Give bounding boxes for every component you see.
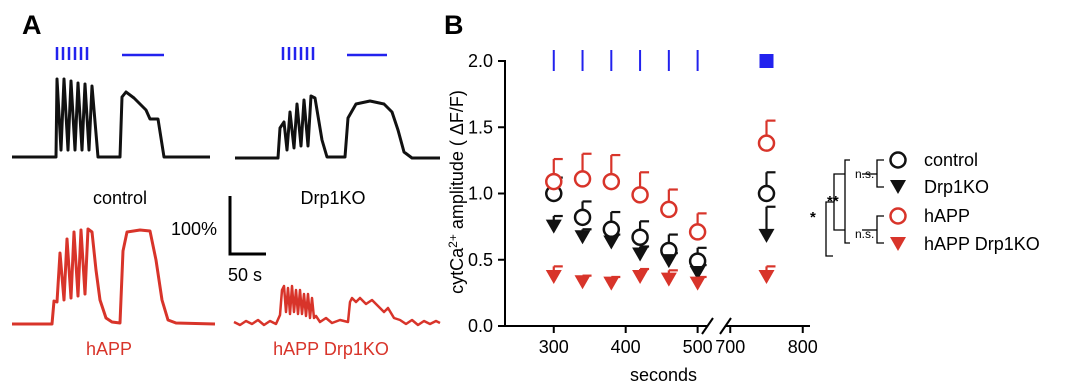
data-point	[545, 219, 562, 234]
legend-label-happ: hAPP	[924, 206, 970, 226]
x-tick-label: 700	[715, 337, 745, 357]
legend-marker-happ	[889, 207, 907, 225]
x-axis-break-mark	[701, 317, 714, 335]
sig-label-control-vs-drp1ko: n.s.	[855, 167, 874, 181]
y-tick-label: 0.0	[468, 316, 493, 336]
data-point	[757, 184, 776, 203]
panel-b-letter: B	[444, 10, 464, 40]
scale-bar-vertical-label: 100%	[171, 219, 217, 239]
data-point	[689, 276, 706, 291]
data-point	[632, 269, 649, 284]
axes: 0.0 0.5 1.0 1.5 2.0 300 400 500 700 800	[468, 51, 818, 357]
x-axis-title: seconds	[630, 365, 697, 383]
sig-label-single-star: *	[810, 209, 816, 226]
trace-label-happ: hAPP	[86, 339, 132, 359]
data-point	[545, 269, 562, 284]
stimulus-markers-right	[281, 47, 387, 60]
data-point	[689, 266, 706, 280]
data-point	[545, 172, 563, 191]
stim-block-mark	[759, 54, 774, 68]
y-tick-label: 1.0	[468, 184, 493, 204]
data-point	[688, 223, 707, 241]
data-markers	[545, 134, 776, 291]
data-point	[631, 228, 649, 246]
data-point	[632, 247, 649, 262]
y-tick-label: 0.5	[468, 250, 493, 270]
trace-label-control: control	[93, 188, 147, 208]
legend-marker-happ-drp1ko	[890, 237, 906, 251]
panel-a: A	[12, 10, 441, 359]
panel-b: B cytCa2+ amplitude ( ΔF/F) 0.0 0.5 1.0 1.5…	[444, 10, 1040, 383]
y-axis-title: cytCa2+ amplitude ( ΔF/F)	[446, 90, 467, 294]
trace-control	[12, 77, 210, 159]
significance-brackets	[825, 159, 884, 257]
trace-drp1ko	[235, 94, 440, 160]
y-tick-label: 1.5	[468, 117, 493, 137]
scale-bar-horizontal-label: 50 s	[228, 265, 262, 285]
data-point	[573, 208, 592, 227]
data-point	[574, 230, 591, 245]
data-point	[758, 269, 775, 284]
data-point	[603, 235, 620, 250]
data-point	[602, 172, 621, 191]
x-tick-label: 800	[788, 337, 818, 357]
sig-label-double-star: **	[827, 193, 839, 210]
data-point	[573, 170, 592, 188]
legend: control Drp1KO hAPP hAPP Drp1KO	[889, 150, 1040, 254]
x-tick-label: 400	[611, 337, 641, 357]
stimulus-markers-plot	[552, 50, 774, 71]
legend-label-control: control	[924, 150, 978, 170]
trace-label-happ-drp1ko: hAPP Drp1KO	[273, 339, 389, 359]
legend-marker-control	[889, 151, 907, 169]
data-point	[631, 186, 649, 204]
x-tick-label: 500	[683, 337, 713, 357]
data-point	[602, 220, 621, 239]
scale-bar	[228, 196, 266, 256]
trace-label-drp1ko: Drp1KO	[300, 188, 365, 208]
sig-label-happ-vs-happ-drp1ko: n.s.	[855, 227, 874, 241]
stimulus-markers-left	[55, 47, 164, 60]
data-point	[660, 200, 678, 219]
trace-happ-drp1ko	[233, 284, 441, 327]
data-point	[757, 134, 776, 152]
data-point	[758, 228, 775, 243]
trace-happ	[12, 227, 216, 326]
data-point	[603, 276, 620, 291]
legend-label-drp1ko: Drp1KO	[924, 177, 989, 197]
panel-a-letter: A	[22, 10, 42, 40]
legend-label-happ-drp1ko: hAPP Drp1KO	[924, 234, 1040, 254]
y-tick-label: 2.0	[468, 51, 493, 71]
legend-marker-drp1ko	[890, 180, 906, 194]
x-axis-break-mark	[719, 317, 732, 335]
data-point	[660, 272, 677, 287]
data-point	[660, 254, 677, 269]
data-point	[574, 275, 591, 290]
x-tick-label: 300	[539, 337, 569, 357]
